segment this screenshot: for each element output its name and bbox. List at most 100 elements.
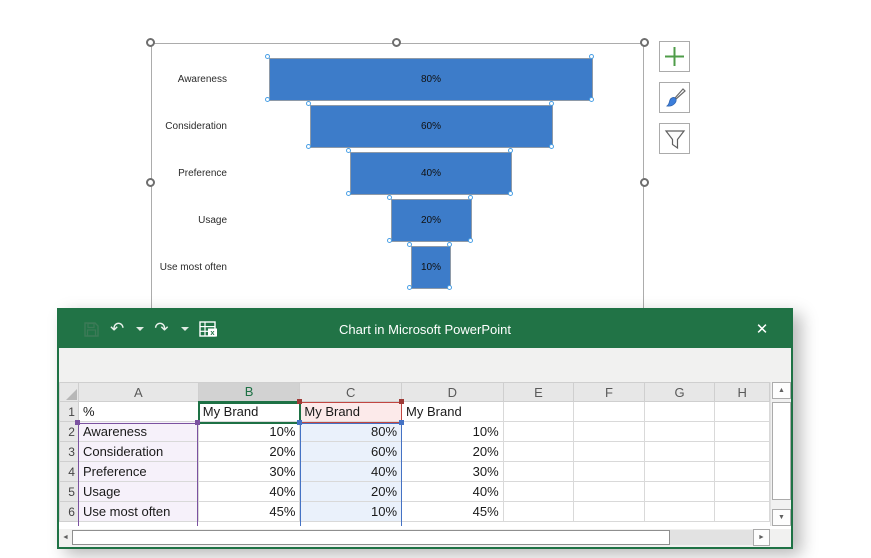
cell-C6[interactable]: 10% [299,501,403,522]
row-header-6[interactable]: 6 [59,501,79,522]
cell-H1[interactable] [714,401,770,422]
select-all-corner[interactable] [59,382,79,402]
data-point-handle[interactable] [386,238,392,243]
scroll-left-button[interactable]: ◄ [59,530,72,545]
cell-D2[interactable]: 10% [401,421,504,442]
cell-F2[interactable] [573,421,645,442]
cell-B2[interactable]: 10% [197,421,301,442]
cell-D3[interactable]: 20% [401,441,504,462]
values-range-border[interactable] [300,423,402,526]
data-point-handle[interactable] [346,191,351,196]
cell-A1[interactable]: % [77,401,199,422]
resize-handle-top-center[interactable] [392,38,401,47]
undo-button[interactable]: ↶ [108,319,126,340]
cell-C1[interactable]: My Brand [299,401,403,422]
data-point-handle[interactable] [305,144,311,149]
horizontal-scroll-track[interactable] [670,530,753,545]
redo-dropdown[interactable] [177,325,191,333]
save-button[interactable] [81,319,102,340]
scroll-up-button[interactable]: ▲ [772,382,791,399]
series-name-range-border[interactable] [300,402,402,423]
cell-E3[interactable] [502,441,575,462]
data-point-handle[interactable] [548,101,554,106]
data-point-handle[interactable] [508,148,513,153]
resize-handle-top-right[interactable] [640,38,649,47]
scroll-right-button[interactable]: ► [753,529,770,546]
data-point-handle[interactable] [589,54,594,59]
range-handle[interactable] [195,420,200,425]
column-header-F[interactable]: F [573,382,645,402]
cell-H5[interactable] [714,481,770,502]
cell-G4[interactable] [643,461,716,482]
funnel-bar-use-most-often[interactable]: 10% [410,246,452,289]
vertical-scroll-thumb[interactable] [772,402,791,500]
cell-H4[interactable] [714,461,770,482]
redo-button[interactable]: ↷ [152,319,170,340]
cell-A6[interactable]: Use most often [77,501,199,522]
cell-F4[interactable] [573,461,645,482]
active-cell-border[interactable] [198,402,301,424]
data-point-handle[interactable] [548,144,554,149]
column-header-D[interactable]: D [401,382,504,402]
cell-E2[interactable] [502,421,575,442]
cell-H3[interactable] [714,441,770,462]
chart-elements-button[interactable] [659,41,690,72]
horizontal-scroll-thumb[interactable] [72,530,670,545]
column-header-H[interactable]: H [714,382,770,402]
data-point-handle[interactable] [447,242,453,247]
cell-G6[interactable] [643,501,716,522]
row-header-3[interactable]: 3 [59,441,79,462]
window-titlebar[interactable]: ↶ ↷ x Chart in Microsoft PowerPoint ✕ [59,310,791,348]
cell-D4[interactable]: 30% [401,461,504,482]
chart-filters-button[interactable] [659,123,690,154]
row-header-4[interactable]: 4 [59,461,79,482]
range-handle[interactable] [399,399,404,404]
cell-D6[interactable]: 45% [401,501,504,522]
edit-data-in-excel-button[interactable]: x [197,319,221,340]
data-point-handle[interactable] [305,101,311,106]
horizontal-scrollbar[interactable]: ◄ ► [59,529,791,547]
funnel-bar-preference[interactable]: 40% [350,152,512,195]
data-point-handle[interactable] [447,285,453,290]
cell-F5[interactable] [573,481,645,502]
column-header-B[interactable]: B [197,382,301,403]
cell-H6[interactable] [714,501,770,522]
data-point-handle[interactable] [508,191,513,196]
data-point-handle[interactable] [467,238,473,243]
data-point-handle[interactable] [346,148,351,153]
cell-D5[interactable]: 40% [401,481,504,502]
data-point-handle[interactable] [589,97,594,102]
column-header-G[interactable]: G [643,382,716,402]
cell-B3[interactable]: 20% [197,441,301,462]
cell-E1[interactable] [502,401,575,422]
column-header-C[interactable]: C [299,382,403,402]
cell-G3[interactable] [643,441,716,462]
range-handle[interactable] [297,420,302,425]
data-point-handle[interactable] [265,97,270,102]
row-header-5[interactable]: 5 [59,481,79,502]
cell-E6[interactable] [502,501,575,522]
resize-handle-middle-left[interactable] [146,178,155,187]
data-point-handle[interactable] [406,285,412,290]
cell-G1[interactable] [643,401,716,422]
data-point-handle[interactable] [467,195,473,200]
cell-D1[interactable]: My Brand [401,401,504,422]
cell-G2[interactable] [643,421,716,442]
cell-B1[interactable]: My Brand [197,401,301,422]
scroll-down-button[interactable]: ▼ [772,509,791,526]
data-point-handle[interactable] [386,195,392,200]
range-handle[interactable] [399,420,404,425]
cell-E5[interactable] [502,481,575,502]
cell-F1[interactable] [573,401,645,422]
data-point-handle[interactable] [265,54,270,59]
cell-F3[interactable] [573,441,645,462]
cell-A2[interactable]: Awareness [77,421,199,442]
resize-handle-middle-right[interactable] [640,178,649,187]
range-handle[interactable] [75,420,80,425]
column-header-A[interactable]: A [77,382,199,402]
category-range-border[interactable] [78,423,198,526]
cell-B4[interactable]: 30% [197,461,301,482]
chart-selection-frame[interactable]: Awareness 80% Consideration 60% Preference 40… [146,38,649,323]
row-header-1[interactable]: 1 [59,401,79,422]
cell-B6[interactable]: 45% [197,501,301,522]
